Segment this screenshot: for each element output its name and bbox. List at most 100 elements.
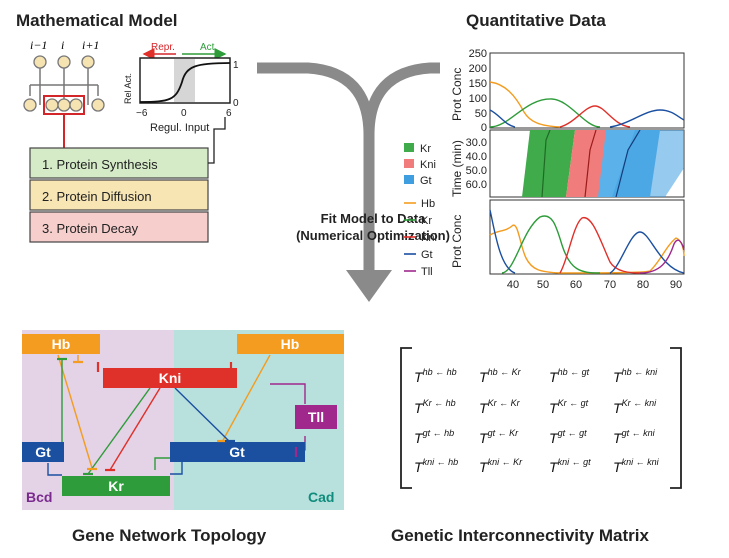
legend-swatch-kr xyxy=(404,143,414,152)
legend-swatch-kni xyxy=(404,159,414,168)
matrix-entry: Tkni ← gt xyxy=(549,457,591,475)
down-arrow-icon xyxy=(346,270,392,302)
cell-lattice: i−1 i i+1 xyxy=(23,38,105,148)
expression-band-plot: Time (min) 30.0 40.0 50.0 60.0 xyxy=(450,129,685,198)
cell-node xyxy=(23,98,37,112)
legend-line-tll: Tll xyxy=(421,266,433,278)
gene-hb-right xyxy=(237,334,344,354)
conc-tick: 250 xyxy=(469,48,487,60)
cell-label-prev: i−1 xyxy=(30,38,47,52)
time-axis-label: Time (min) xyxy=(450,140,464,197)
matrix-entry: Tkni ← Kr xyxy=(479,457,523,475)
regulation-function-plot: Repr. Act. Rel Act. 1 0 −6 0 6 Regul. In… xyxy=(123,42,239,134)
conc-tick: 150 xyxy=(469,78,487,90)
y-tick-1: 1 xyxy=(233,60,239,71)
matrix-entry: TKr ← Kr xyxy=(479,398,521,416)
regul-input-axis-label: Regul. Input xyxy=(150,122,209,134)
repressor-label: Repr. xyxy=(151,42,175,53)
title-interconnectivity-matrix: Genetic Interconnectivity Matrix xyxy=(391,526,649,545)
activator-label: Act. xyxy=(200,42,217,53)
gene-gt-left-label: Gt xyxy=(35,444,51,460)
matrix-entry: Tkni ← kni xyxy=(613,457,660,475)
line-legend: Hb Kr Kni Gt Tll xyxy=(404,198,437,278)
position-tick: 90 xyxy=(670,279,682,291)
fit-model-label: Fit Model to Data xyxy=(321,211,426,226)
gene-kr-label: Kr xyxy=(108,478,124,494)
gene-kni xyxy=(103,368,237,388)
cell-label-next: i+1 xyxy=(82,38,99,52)
cell-node-top xyxy=(33,55,47,69)
gene-gt-right-label: Gt xyxy=(229,444,245,460)
model-steps: 1. Protein Synthesis 2. Protein Diffusio… xyxy=(29,117,226,243)
interconnectivity-matrix: Thb ← hb Thb ← Kr Thb ← gt Thb ← kni TKr ← h… xyxy=(400,347,682,489)
title-mathematical-model: Mathematical Model xyxy=(16,11,178,30)
bcd-region-label: Bcd xyxy=(26,489,52,505)
step-protein-decay xyxy=(29,211,209,243)
position-tick: 40 xyxy=(507,279,519,291)
legend-line-hb: Hb xyxy=(421,198,435,210)
matrix-entry: Thb ← kni xyxy=(613,367,658,385)
title-quantitative-data: Quantitative Data xyxy=(466,11,606,30)
gene-gt-left xyxy=(22,442,64,462)
gene-tll xyxy=(295,405,337,429)
legend-label-kni: Kni xyxy=(420,159,436,171)
cell-node-top xyxy=(81,55,95,69)
legend-label-gt: Gt xyxy=(420,175,432,187)
gene-hb-left xyxy=(22,334,100,354)
legend-label-kr: Kr xyxy=(420,143,431,155)
cell-node xyxy=(45,98,59,112)
time-tick: 50.0 xyxy=(466,165,487,177)
position-tick: 50 xyxy=(537,279,549,291)
cell-node xyxy=(57,98,71,112)
position-tick: 70 xyxy=(604,279,616,291)
gene-gt-right xyxy=(170,442,305,462)
matrix-entry: Tgt ← Kr xyxy=(479,428,519,446)
title-gene-network-topology: Gene Network Topology xyxy=(72,526,267,545)
legend-line-kni: Kni xyxy=(421,232,437,244)
conc-axis-label-top: Prot Conc xyxy=(450,68,464,121)
bottom-concentration-plot: Prot Conc 40 50 60 70 80 90 xyxy=(450,199,685,291)
cell-node xyxy=(91,98,105,112)
matrix-entry: TKr ← kni xyxy=(613,398,657,416)
cell-label-current: i xyxy=(61,38,64,52)
step-protein-diffusion xyxy=(29,179,209,211)
fit-connector xyxy=(257,62,440,302)
x-tick-neg6: −6 xyxy=(136,108,148,119)
conc-tick: 100 xyxy=(469,93,487,105)
time-tick: 60.0 xyxy=(466,179,487,191)
matrix-entry: Tkni ← hb xyxy=(414,457,458,475)
gene-hb-left-label: Hb xyxy=(52,336,71,352)
cell-node-top xyxy=(57,55,71,69)
numerical-optimization-label: (Numerical Optimization) xyxy=(296,228,450,243)
time-tick: 40.0 xyxy=(466,151,487,163)
rel-act-axis-label: Rel Act. xyxy=(123,73,133,104)
conc-axis-label-bottom: Prot Conc xyxy=(450,215,464,268)
time-tick: 30.0 xyxy=(466,137,487,149)
step-label-diffusion: 2. Protein Diffusion xyxy=(42,189,152,204)
matrix-entry: Tgt ← gt xyxy=(549,428,587,446)
matrix-entry: Thb ← gt xyxy=(549,367,590,385)
cad-region-label: Cad xyxy=(308,489,334,505)
matrix-entry: Tgt ← hb xyxy=(414,428,454,446)
x-tick-0: 0 xyxy=(181,108,187,119)
gene-tll-label: Tll xyxy=(308,409,324,425)
position-tick: 60 xyxy=(570,279,582,291)
top-concentration-plot: Prot Conc 250 200 150 100 50 0 xyxy=(450,48,685,134)
legend-line-gt: Gt xyxy=(421,249,433,261)
position-tick: 80 xyxy=(637,279,649,291)
matrix-entry: TKr ← gt xyxy=(549,398,589,416)
matrix-entry: Thb ← hb xyxy=(414,367,457,385)
matrix-entry: TKr ← hb xyxy=(414,398,456,416)
legend-swatch-gt xyxy=(404,175,414,184)
gene-hb-right-label: Hb xyxy=(281,336,300,352)
band-legend: Kr Kni Gt xyxy=(404,143,436,187)
matrix-entry: Tgt ← kni xyxy=(613,428,656,446)
x-tick-6: 6 xyxy=(226,108,232,119)
y-tick-0: 0 xyxy=(233,98,239,109)
conc-tick: 200 xyxy=(469,63,487,75)
conc-tick: 0 xyxy=(481,122,487,134)
legend-line-kr: Kr xyxy=(421,215,432,227)
gene-kr xyxy=(62,476,170,496)
matrix-entry: Thb ← Kr xyxy=(479,367,522,385)
